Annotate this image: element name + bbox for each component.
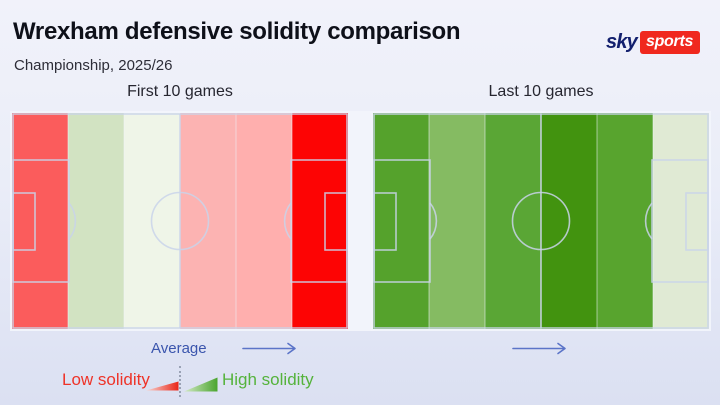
legend-low-solidity-label: Low solidity bbox=[62, 370, 150, 389]
pitch-heatmap-first-10-games bbox=[12, 113, 348, 329]
pitch-label-first-10-games: First 10 games bbox=[127, 83, 233, 100]
pitch-gap-divider bbox=[346, 111, 375, 331]
average-label: Average bbox=[151, 340, 207, 357]
legend-divider bbox=[179, 366, 181, 397]
pitch-heatmap-last-10-games bbox=[373, 113, 709, 329]
low-solidity-wedge-icon bbox=[146, 381, 179, 391]
sky-logo-text: sky bbox=[606, 31, 638, 53]
page-title: Wrexham defensive solidity comparison bbox=[13, 18, 461, 45]
average-direction-arrow-icon bbox=[242, 342, 296, 355]
pitch-label-last-10-games: Last 10 games bbox=[488, 83, 594, 100]
average-direction-arrow-icon bbox=[512, 342, 566, 355]
sky-sports-logo: sky sports bbox=[606, 31, 701, 54]
legend-high-solidity-label: High solidity bbox=[222, 370, 314, 389]
high-solidity-wedge-icon bbox=[184, 377, 218, 392]
sports-logo-badge: sports bbox=[639, 31, 701, 54]
page-subtitle: Championship, 2025/26 bbox=[14, 57, 173, 74]
